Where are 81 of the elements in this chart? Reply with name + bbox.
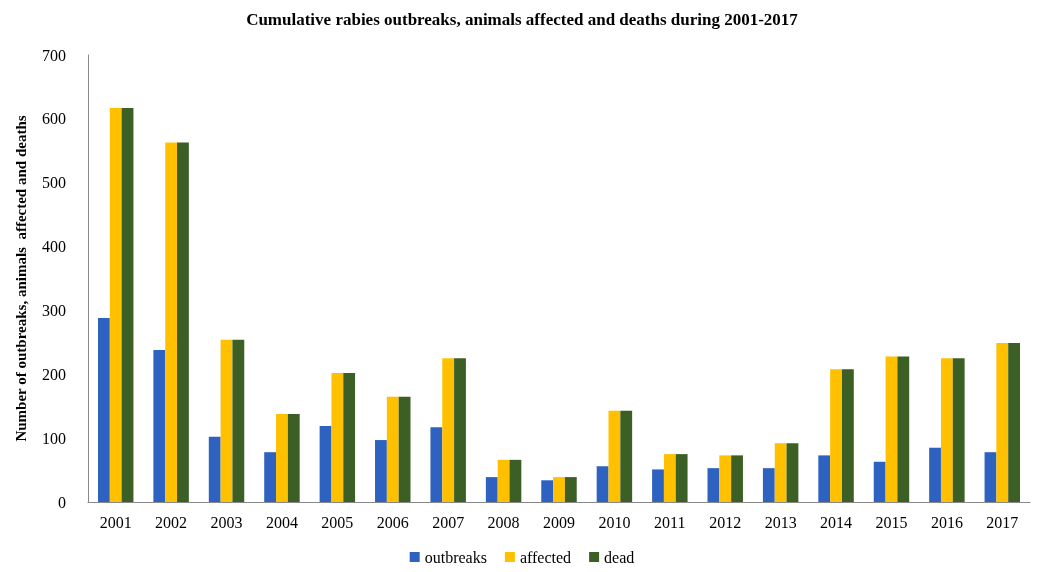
bar <box>596 466 609 502</box>
bar <box>608 410 621 502</box>
bar <box>276 413 288 502</box>
x-tick-label: 2016 <box>930 513 963 531</box>
bar <box>774 443 787 502</box>
x-tick-label: 2009 <box>543 513 575 531</box>
bar <box>675 454 688 502</box>
legend-label: affected <box>519 548 572 566</box>
bar <box>208 436 221 502</box>
bar <box>497 459 510 502</box>
x-tick-label: 2006 <box>376 513 409 531</box>
bar <box>841 369 854 502</box>
bar <box>786 443 799 502</box>
bar <box>485 477 498 502</box>
bar <box>232 339 245 502</box>
x-tick-label: 2011 <box>654 513 686 531</box>
legend-label: dead <box>604 548 635 566</box>
bar <box>940 358 953 502</box>
bar <box>996 343 1009 502</box>
bar <box>762 468 775 502</box>
bar <box>830 369 842 502</box>
bar <box>952 358 965 502</box>
y-tick-label: 400 <box>42 238 66 256</box>
y-tick-label: 700 <box>42 46 66 64</box>
x-tick-label: 2015 <box>875 513 908 531</box>
bar <box>553 477 565 502</box>
bar <box>165 142 178 502</box>
bar <box>121 108 134 502</box>
bar <box>343 373 356 502</box>
bar <box>707 468 720 502</box>
bar <box>1008 343 1021 502</box>
x-tick-label: 2004 <box>265 513 298 531</box>
bar <box>177 142 189 502</box>
y-axis-title: Number of outbreaks, animals affected and deaths <box>12 115 29 442</box>
bar <box>652 469 664 502</box>
bar <box>509 459 522 502</box>
legend-label: outbreaks <box>424 548 487 566</box>
bar <box>929 447 941 502</box>
bar <box>818 455 831 502</box>
x-tick-label: 2003 <box>210 513 243 531</box>
bar <box>97 318 110 502</box>
bar <box>885 356 898 502</box>
bar <box>873 461 886 502</box>
bar <box>220 339 233 502</box>
bar <box>287 413 300 502</box>
bar <box>386 396 399 502</box>
bar <box>398 396 411 502</box>
bar <box>319 426 332 502</box>
x-tick-label: 2001 <box>99 513 132 531</box>
bar <box>375 440 387 502</box>
bar <box>984 452 997 502</box>
x-tick-label: 2013 <box>764 513 797 531</box>
bar <box>620 410 633 502</box>
y-tick-label: 500 <box>42 174 66 192</box>
bar <box>109 108 122 502</box>
x-tick-label: 2008 <box>487 513 520 531</box>
bar <box>454 358 466 502</box>
y-tick-label: 100 <box>42 429 66 447</box>
bar <box>719 455 732 502</box>
x-tick-label: 2017 <box>986 513 1019 531</box>
x-tick-label: 2014 <box>820 513 853 531</box>
bar <box>564 477 577 502</box>
bar <box>897 356 910 502</box>
x-tick-label: 2010 <box>598 513 631 531</box>
chart-title: Cumulative rabies outbreaks, animals affected and deaths during 2001-2017 <box>246 10 799 29</box>
bar <box>153 350 166 502</box>
bar <box>663 454 676 502</box>
x-tick-label: 2007 <box>432 513 465 531</box>
bar <box>541 480 554 502</box>
x-tick-label: 2012 <box>709 513 742 531</box>
y-tick-label: 600 <box>42 110 66 128</box>
bar <box>331 373 344 502</box>
y-tick-label: 300 <box>42 301 66 319</box>
bar <box>442 358 455 502</box>
bar <box>264 452 277 502</box>
x-tick-label: 2002 <box>155 513 188 531</box>
bar <box>430 427 443 502</box>
y-tick-label: 0 <box>58 493 66 511</box>
x-tick-label: 2005 <box>321 513 354 531</box>
y-tick-label: 200 <box>42 365 66 383</box>
bar <box>731 455 743 502</box>
